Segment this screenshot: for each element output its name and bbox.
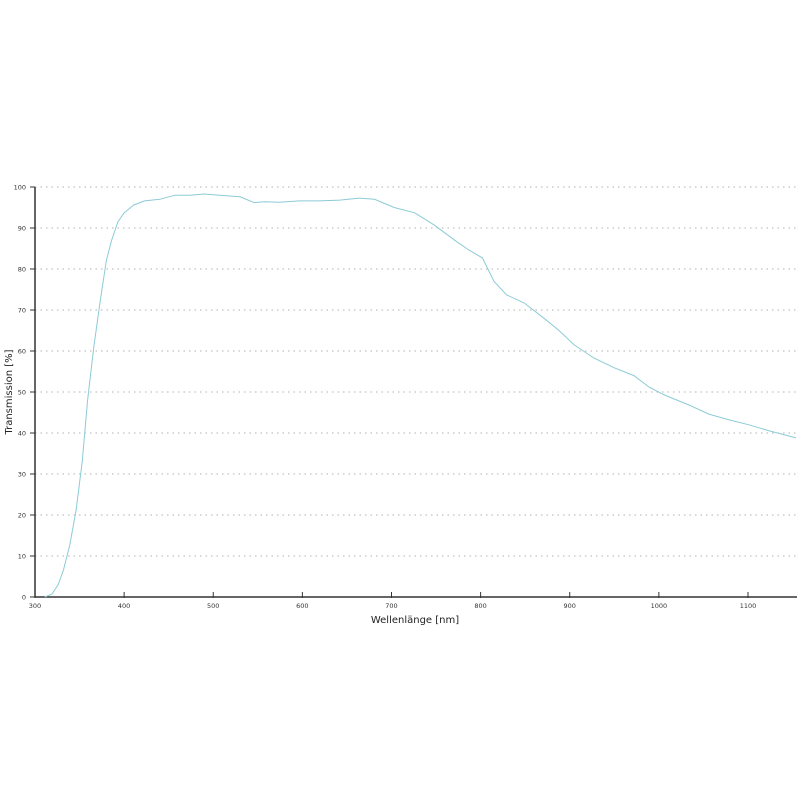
y-tick-label: 10 <box>18 553 26 561</box>
y-tick-label: 100 <box>14 184 26 192</box>
y-tick-label: 50 <box>18 389 26 397</box>
y-tick-label: 20 <box>18 512 26 520</box>
y-tick-label: 70 <box>18 307 26 315</box>
y-tick-label: 0 <box>22 594 26 602</box>
x-axis-title: Wellenlänge [nm] <box>371 615 459 626</box>
x-tick-label: 1100 <box>740 602 757 610</box>
series-line-transmission <box>44 193 797 598</box>
y-tick-label: 30 <box>18 471 26 479</box>
y-tick-label: 60 <box>18 348 26 356</box>
y-tick-label: 40 <box>18 430 26 438</box>
x-tick-label: 400 <box>118 602 130 610</box>
y-tick-label: 90 <box>18 225 26 233</box>
y-tick-label: 80 <box>18 266 26 274</box>
x-tick-label: 1000 <box>651 602 668 610</box>
y-axis-title: Transmission [%] <box>4 349 15 435</box>
x-tick-label: 700 <box>385 602 397 610</box>
x-tick-label: 300 <box>29 602 41 610</box>
x-tick-label: 500 <box>207 602 219 610</box>
x-tick-label: 600 <box>296 602 308 610</box>
x-tick-label: 900 <box>564 602 576 610</box>
x-tick-label: 800 <box>474 602 486 610</box>
